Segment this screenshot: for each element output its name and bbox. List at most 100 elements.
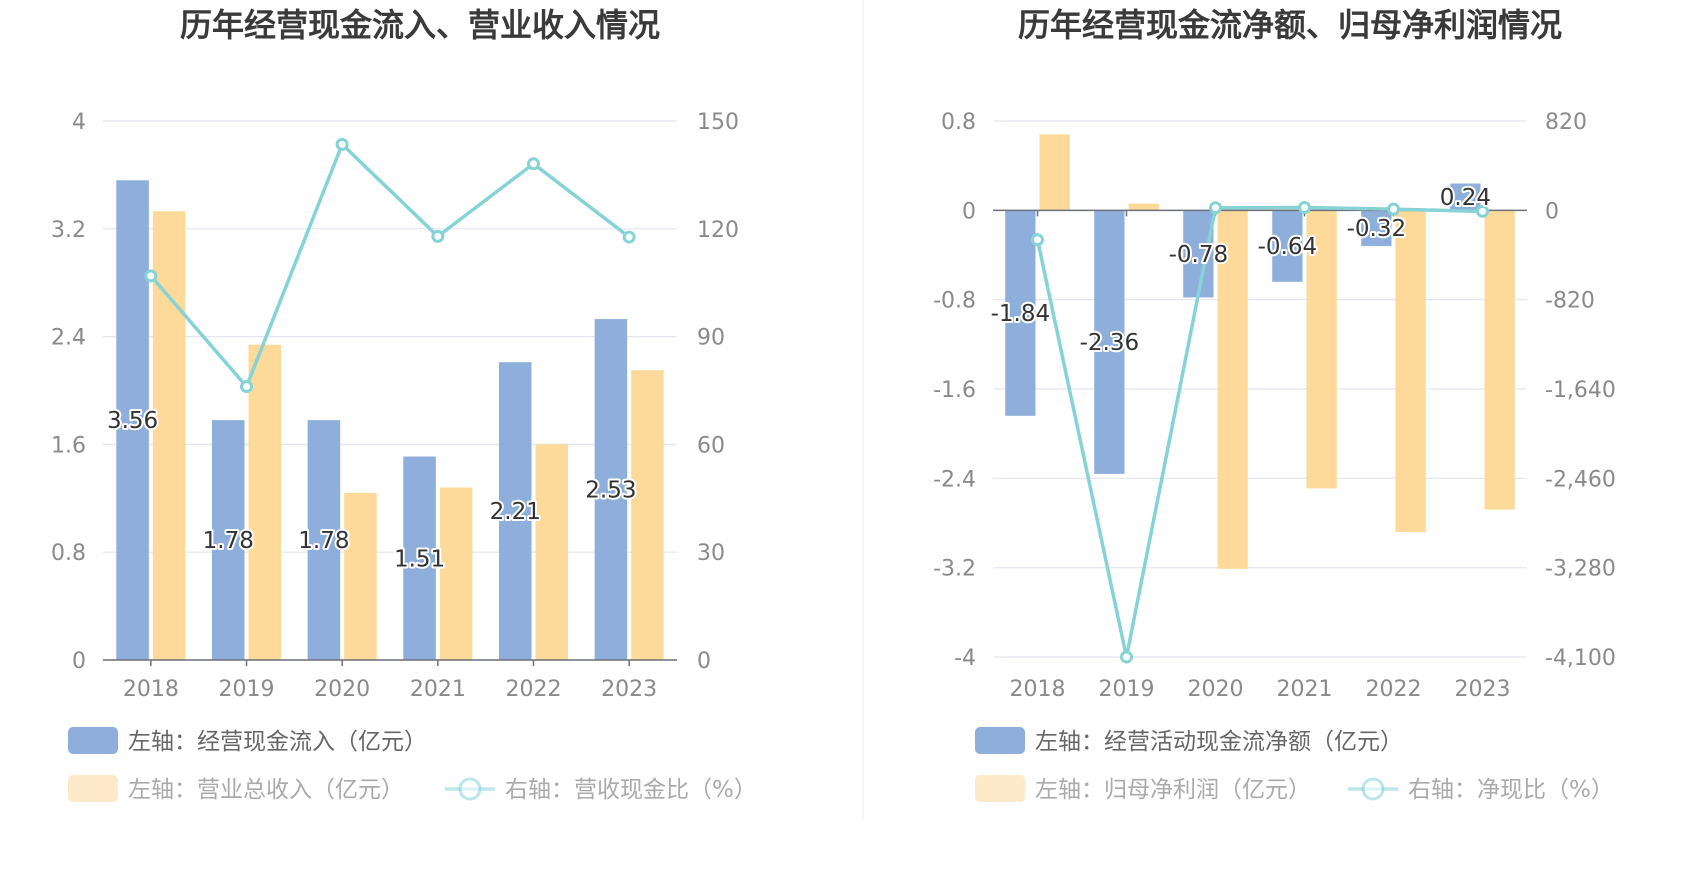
legend-swatch	[975, 775, 1025, 802]
bar-secondary	[152, 211, 186, 660]
y-right-tick-label: 0	[1545, 199, 1559, 224]
bar-data-label: 2.21	[490, 499, 541, 525]
x-tick-label: 2023	[1455, 677, 1511, 702]
bar-data-label: -0.78	[1169, 242, 1229, 268]
bar-secondary	[248, 344, 282, 660]
net-cash-flow-profit-chart: 历年经营现金流净额、归母净利润情况 -4 -3.2 -2.4 -1.6 -0.8 0 0.8 -…	[933, 6, 1616, 803]
bar-secondary	[535, 444, 569, 660]
legend-swatch	[68, 727, 118, 754]
y-left-tick-label: 2.4	[51, 326, 86, 351]
bar-secondary	[439, 487, 473, 660]
legend-label: 左轴：经营现金流入（亿元）	[128, 729, 427, 755]
y-right-tick-label: 150	[697, 110, 739, 135]
ratio-line	[1035, 205, 1483, 659]
bar-primary	[116, 180, 149, 661]
bar-secondary	[631, 370, 664, 660]
y-left-tick-label: 0.8	[51, 541, 86, 566]
y-right-tick-label: 820	[1545, 110, 1587, 135]
chart-title: 历年经营现金流入、营业收入情况	[180, 6, 660, 44]
line-point	[1209, 201, 1222, 215]
x-tick-label: 2023	[601, 677, 657, 702]
y-left-tick-label: 3.2	[51, 218, 86, 243]
legend-swatch	[68, 775, 118, 802]
bar-primary	[211, 420, 245, 660]
y-right-tick-label: 30	[697, 541, 725, 566]
x-tick-label: 2020	[1188, 677, 1244, 702]
line-point	[622, 230, 636, 244]
legend-point-swatch	[1361, 777, 1385, 801]
bar-data-label: -2.36	[1080, 330, 1140, 356]
legend-label: 左轴：营业总收入（亿元）	[128, 777, 404, 803]
bar-data-label: 2.53	[585, 478, 636, 504]
y-right-tick-label: -4,100	[1545, 646, 1616, 671]
bar-data-label: 3.56	[107, 408, 158, 434]
bar-primary	[1183, 210, 1214, 298]
legend-swatch	[975, 727, 1025, 754]
y-left-tick-label: -1.6	[933, 378, 976, 403]
bar-data-label: -0.32	[1347, 216, 1407, 242]
bar-primary	[1450, 183, 1481, 211]
bar-secondary	[1128, 203, 1159, 211]
bar-data-label: -1.84	[991, 301, 1051, 327]
legend-label: 右轴：净现比（%）	[1408, 777, 1614, 803]
line-point	[527, 157, 540, 171]
legend-label: 左轴：归母净利润（亿元）	[1035, 777, 1311, 803]
y-right-tick-label: 90	[697, 326, 725, 351]
x-tick-label: 2018	[123, 677, 179, 702]
bar-primary	[1272, 210, 1303, 282]
line-point	[1476, 204, 1489, 218]
y-left-tick-label: 0.8	[941, 110, 976, 135]
line-point	[1120, 650, 1133, 664]
bar-primary	[1005, 210, 1036, 416]
x-tick-label: 2021	[410, 677, 466, 702]
x-tick-label: 2020	[314, 677, 370, 702]
y-left-tick-label: -4	[954, 646, 976, 671]
x-tick-label: 2019	[219, 677, 275, 702]
y-left-tick-label: 4	[72, 110, 86, 135]
bar-secondary	[1395, 210, 1426, 532]
y-right-tick-label: -2,460	[1545, 467, 1616, 492]
line-point	[144, 269, 158, 283]
y-right-tick-label: 60	[697, 433, 725, 458]
y-right-tick-label: 0	[697, 649, 711, 674]
x-tick-label: 2021	[1277, 677, 1333, 702]
y-left-tick-label: 1.6	[51, 433, 86, 458]
y-left-tick-label: 0	[72, 649, 86, 674]
ratio-line	[149, 142, 631, 389]
bar-secondary	[1306, 210, 1337, 489]
y-left-tick-label: -0.8	[933, 289, 976, 314]
bar-secondary	[1039, 134, 1070, 211]
y-left-tick-label: -3.2	[933, 557, 976, 582]
y-left-tick-label: -2.4	[933, 467, 976, 492]
legend-label: 右轴：营收现金比（%）	[505, 777, 757, 803]
x-tick-label: 2019	[1099, 677, 1155, 702]
line-point	[1031, 233, 1044, 247]
bar-data-label: 1.51	[394, 546, 445, 572]
y-right-tick-label: 120	[697, 218, 739, 243]
bar-data-label: -0.64	[1258, 234, 1318, 260]
line-point	[240, 380, 253, 394]
legend-point-swatch	[458, 777, 482, 801]
bar-primary	[307, 420, 341, 660]
line-point	[1387, 202, 1400, 216]
line-point	[1298, 201, 1311, 215]
x-tick-label: 2018	[1010, 677, 1066, 702]
bar-secondary	[1484, 210, 1515, 510]
bar-primary	[1361, 210, 1392, 247]
y-right-tick-label: -3,280	[1545, 557, 1616, 582]
y-right-tick-label: -820	[1545, 289, 1595, 314]
bar-data-label: 1.78	[298, 528, 349, 554]
y-left-tick-label: 0	[962, 199, 976, 224]
chart-title: 历年经营现金流净额、归母净利润情况	[1018, 6, 1562, 44]
bar-secondary	[344, 492, 377, 660]
bar-primary	[498, 362, 532, 660]
line-point	[335, 137, 349, 151]
bar-data-label: 1.78	[203, 528, 254, 554]
bar-data-label: 0.24	[1440, 185, 1491, 211]
bar-primary	[403, 456, 436, 660]
line-point	[431, 229, 445, 243]
x-tick-label: 2022	[506, 677, 562, 702]
bar-primary	[594, 319, 628, 660]
bar-secondary	[1217, 210, 1248, 569]
